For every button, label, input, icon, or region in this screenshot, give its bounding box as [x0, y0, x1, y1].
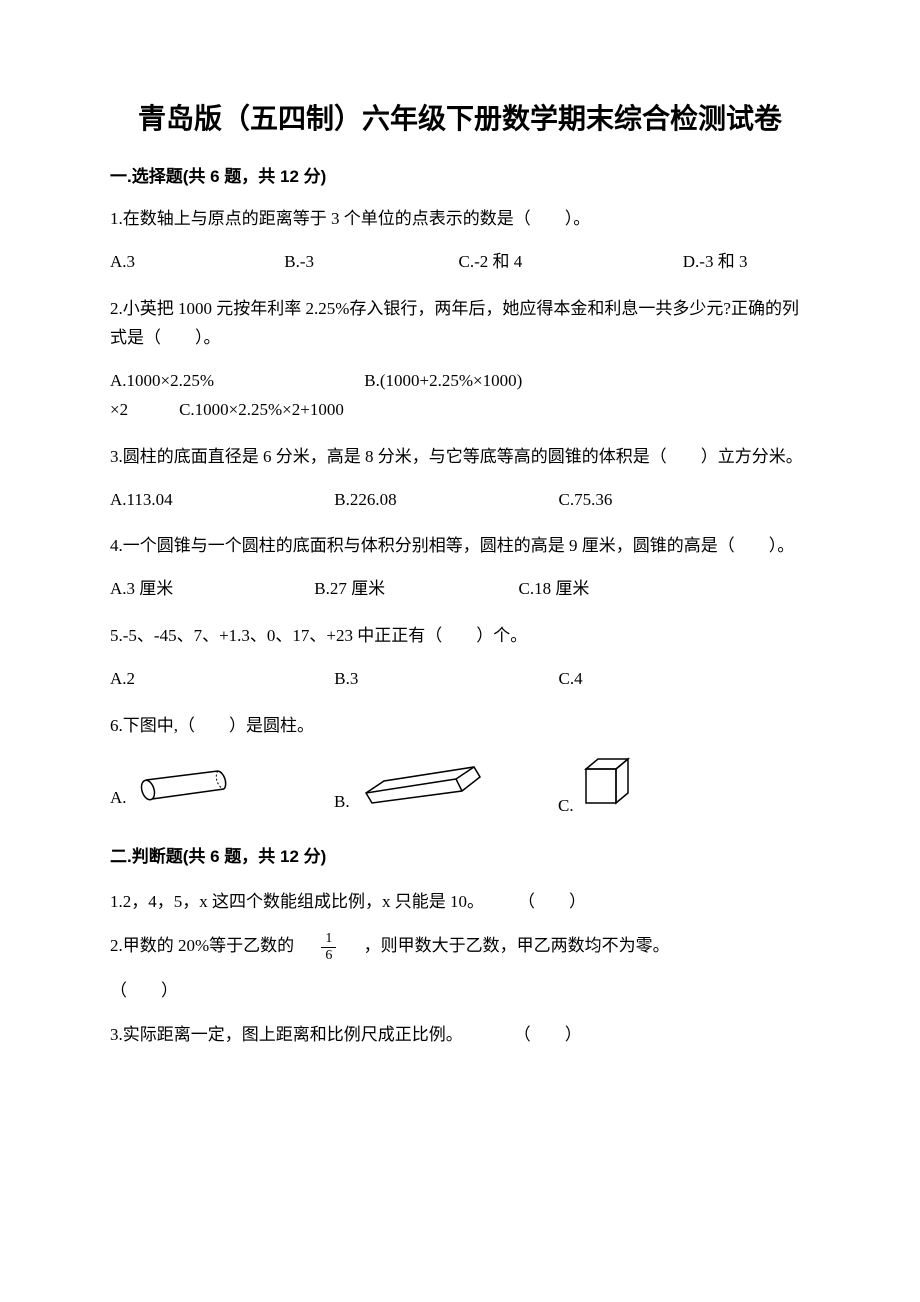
q5-opt-a: A.2: [110, 665, 330, 694]
cube-icon: [580, 755, 636, 819]
q1-opt-d: D.-3 和 3: [683, 248, 748, 277]
frac-num: 1: [321, 932, 336, 948]
q2-options: A.1000×2.25% B.(1000+2.25%×1000) ×2 C.10…: [110, 367, 810, 425]
q6-figures: A. B. C.: [110, 755, 810, 819]
q4-opt-c: C.18 厘米: [519, 575, 590, 604]
q4-text: 4.一个圆锥与一个圆柱的底面积与体积分别相等，圆柱的高是 9 厘米，圆锥的高是（…: [110, 532, 810, 561]
q1-options: A.3 B.-3 C.-2 和 4 D.-3 和 3: [110, 248, 810, 277]
q6-opt-b-label: B.: [334, 789, 350, 815]
q1-opt-b: B.-3: [284, 248, 454, 277]
frac-den: 6: [321, 948, 336, 963]
section1-header: 一.选择题(共 6 题，共 12 分): [110, 164, 810, 190]
q2-opt-b-part1: B.(1000+2.25%×1000): [364, 371, 522, 390]
q1-text: 1.在数轴上与原点的距离等于 3 个单位的点表示的数是（ ）。: [110, 205, 810, 234]
q6-opt-a-wrap: A.: [110, 763, 310, 811]
judge-q2: 2.甲数的 20%等于乙数的 1 6 ，则甲数大于乙数，甲乙两数均不为零。: [110, 930, 810, 963]
judge-q2-pre: 2.甲数的 20%等于乙数的: [110, 936, 311, 955]
exam-title: 青岛版（五四制）六年级下册数学期末综合检测试卷: [110, 100, 810, 138]
q3-text: 3.圆柱的底面直径是 6 分米，高是 8 分米，与它等底等高的圆锥的体积是（ ）…: [110, 443, 810, 472]
fraction-1-6: 1 6: [321, 932, 336, 963]
q2-opt-a: A.1000×2.25%: [110, 367, 360, 396]
q1-opt-c: C.-2 和 4: [459, 248, 679, 277]
q5-opt-c: C.4: [559, 665, 583, 694]
q6-opt-c-label: C.: [558, 793, 574, 819]
q3-opt-a: A.113.04: [110, 486, 330, 515]
q3-options: A.113.04 B.226.08 C.75.36: [110, 486, 810, 515]
q3-opt-b: B.226.08: [334, 486, 554, 515]
q5-opt-b: B.3: [334, 665, 554, 694]
q2-text: 2.小英把 1000 元按年利率 2.25%存入银行，两年后，她应得本金和利息一…: [110, 295, 810, 353]
q6-opt-c-wrap: C.: [558, 755, 758, 819]
cylinder-rod-icon: [133, 763, 233, 811]
judge-q2-paren: （ ）: [110, 975, 810, 1007]
q4-opt-b: B.27 厘米: [314, 575, 514, 604]
q4-options: A.3 厘米 B.27 厘米 C.18 厘米: [110, 575, 810, 604]
q6-opt-a-label: A.: [110, 785, 127, 811]
prism-bar-icon: [356, 759, 486, 815]
q1-opt-a: A.3: [110, 248, 280, 277]
judge-q2-post: ，则甲数大于乙数，甲乙两数均不为零。: [347, 936, 670, 955]
q5-options: A.2 B.3 C.4: [110, 665, 810, 694]
section2-header: 二.判断题(共 6 题，共 12 分): [110, 844, 810, 870]
q3-opt-c: C.75.36: [559, 486, 613, 515]
q6-opt-b-wrap: B.: [334, 759, 534, 815]
judge-q1: 1.2，4，5，x 这四个数能组成比例，x 只能是 10。 （ ）: [110, 886, 810, 918]
q2-opt-line2: ×2 C.1000×2.25%×2+1000: [110, 400, 344, 419]
q5-text: 5.-5、-45、7、+1.3、0、17、+23 中正正有（ ）个。: [110, 622, 810, 651]
q6-text: 6.下图中,（ ）是圆柱。: [110, 712, 810, 741]
judge-q3: 3.实际距离一定，图上距离和比例尺成正比例。 （ ）: [110, 1019, 810, 1051]
q4-opt-a: A.3 厘米: [110, 575, 310, 604]
